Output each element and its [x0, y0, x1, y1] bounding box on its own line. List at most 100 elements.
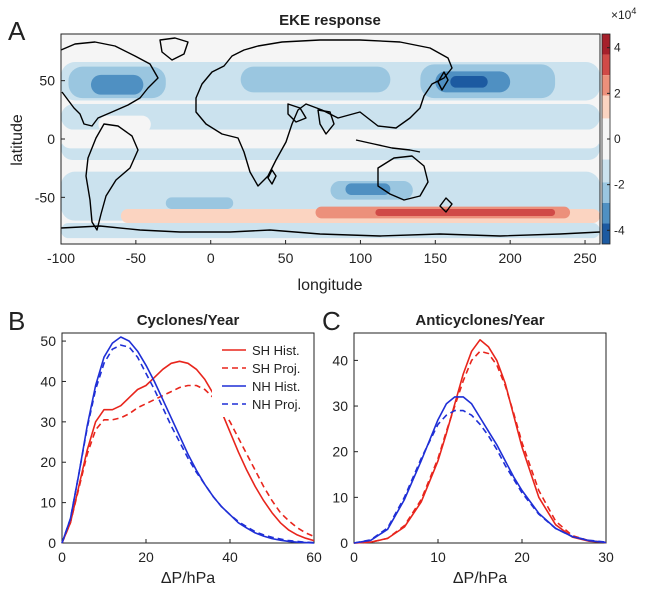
series-line-nh-hist	[61, 336, 315, 544]
coast-indonesia	[355, 139, 421, 153]
ytick-label-2: 20	[40, 454, 56, 470]
xtick-label-2: 20	[514, 549, 530, 565]
map-ytick-label-1: 0	[47, 131, 55, 147]
map-xlabel: longitude	[298, 277, 363, 294]
anomaly-region-9	[450, 76, 488, 88]
panel-b: B Cyclones/Year ΔP/hPa 0 20 40 60 0 10 20 30 40 5…	[8, 306, 322, 587]
panel-label-c: C	[322, 306, 341, 336]
ytick-label-3: 30	[40, 414, 56, 430]
panel-a: A EKE response latitude longitude -100 -5…	[8, 6, 636, 294]
colorbar-level-0	[602, 34, 610, 55]
anomaly-region-13	[165, 197, 234, 209]
ytick-label-1: 10	[40, 495, 56, 511]
map-xtick-label-7: 250	[573, 250, 597, 266]
coast-australia	[377, 155, 429, 201]
legend: SH Hist. SH Proj. NH Hist. NH Proj.	[212, 337, 310, 417]
map-xtick-label-4: 100	[349, 250, 373, 266]
map-xtick-label-0: -100	[47, 250, 75, 266]
ytick-label-2: 20	[332, 444, 348, 460]
cyclones-xlabel: ΔP/hPa	[161, 570, 215, 587]
coast-madagascar	[267, 169, 277, 185]
ytick-label-4: 40	[332, 352, 348, 368]
ytick-label-3: 30	[332, 398, 348, 414]
colorbar-level-3	[602, 95, 610, 119]
map-ylabel: latitude	[9, 114, 26, 166]
coast-eurasia-africa	[195, 39, 453, 187]
legend-label-nh-hist: NH Hist.	[252, 379, 300, 394]
series-line-sh-proj	[353, 350, 607, 544]
colorbar-ticks: 4 2 0 -2 -4	[607, 41, 625, 237]
panel-c: C Anticyclones/Year ΔP/hPa 0 10 20 30 0 10 20 3…	[322, 306, 614, 587]
map-xtick-label-1: -50	[126, 250, 146, 266]
colorbar-level-7	[602, 202, 610, 224]
cyclones-title: Cyclones/Year	[137, 312, 240, 329]
colorbar-level-4	[602, 118, 610, 160]
map-ytick-label-0: 50	[39, 73, 55, 89]
series-line-sh-hist	[353, 339, 607, 544]
coast-north-america	[61, 41, 159, 127]
coast-greenland	[159, 37, 189, 61]
series-line-nh-hist	[353, 396, 607, 544]
map-xtick-label-2: 0	[207, 250, 215, 266]
series-line-sh-proj	[61, 384, 315, 544]
colorbar-tick-label-4: -4	[614, 223, 625, 237]
xtick-label-1: 10	[430, 549, 446, 565]
colorbar-levels	[602, 34, 610, 244]
cyclones-plot: 0 20 40 60 0 10 20 30 40 50	[40, 332, 322, 565]
xtick-label-3: 60	[306, 549, 322, 565]
plot-frame	[61, 332, 315, 544]
series-line-nh-proj	[61, 344, 315, 544]
colorbar-tick-label-0: 4	[614, 41, 621, 55]
anomaly-region-14	[98, 115, 151, 134]
xtick-label-0: 0	[58, 549, 66, 565]
legend-label-sh-proj: SH Proj.	[252, 361, 300, 376]
coast-new-zealand	[439, 197, 453, 213]
xtick-label-3: 30	[598, 549, 614, 565]
panel-label-b: B	[8, 306, 25, 336]
xtick-label-0: 0	[350, 549, 358, 565]
anomaly-region-18	[375, 209, 556, 216]
coastlines	[61, 37, 600, 237]
anomaly-region-12	[240, 66, 391, 93]
coast-japan	[437, 71, 449, 91]
colorbar-level-5	[602, 159, 610, 183]
colorbar-level-8	[602, 223, 610, 244]
ytick-label-5: 50	[40, 333, 56, 349]
ytick-label-0: 0	[48, 535, 56, 551]
colorbar-tick-label-1: 2	[614, 86, 621, 100]
series-line-sh-hist	[61, 360, 315, 544]
map-xtick-label-6: 200	[498, 250, 522, 266]
coast-antarctica	[61, 225, 600, 237]
colorbar-level-1	[602, 54, 610, 76]
coast-arabia	[287, 103, 307, 123]
ytick-label-1: 10	[332, 489, 348, 505]
plot-frame	[353, 332, 607, 544]
legend-label-nh-proj: NH Proj.	[252, 397, 301, 412]
anticyclones-xlabel: ΔP/hPa	[453, 570, 507, 587]
colorbar-exponent-base: ×10	[611, 8, 632, 22]
map-xtick-label-3: 50	[278, 250, 294, 266]
map-xtick-label-5: 150	[424, 250, 448, 266]
colorbar-level-2	[602, 75, 610, 96]
colorbar-exponent-power: 4	[631, 6, 636, 16]
series-line-nh-proj	[353, 409, 607, 544]
xtick-label-1: 20	[138, 549, 154, 565]
coast-south-america	[85, 123, 139, 231]
colorbar: 420-2-4 ×104	[601, 6, 636, 245]
eke-heatmap-field	[61, 34, 600, 244]
legend-label-sh-hist: SH Hist.	[252, 343, 300, 358]
anticyclones-title: Anticyclones/Year	[415, 312, 544, 329]
colorbar-exponent: ×104	[611, 6, 636, 22]
colorbar-tick-label-2: 0	[614, 132, 621, 146]
anomaly-region-15	[61, 129, 600, 149]
anticyclones-plot: 0 10 20 30 0 10 20 30 40	[332, 332, 614, 565]
xtick-label-2: 40	[222, 549, 238, 565]
coast-india	[317, 109, 335, 135]
map-ytick-label-2: -50	[35, 189, 55, 205]
ytick-label-0: 0	[340, 535, 348, 551]
anomaly-region-6	[90, 74, 144, 95]
colorbar-tick-label-3: -2	[614, 178, 625, 192]
panel-label-a: A	[8, 16, 26, 46]
ytick-label-4: 40	[40, 373, 56, 389]
